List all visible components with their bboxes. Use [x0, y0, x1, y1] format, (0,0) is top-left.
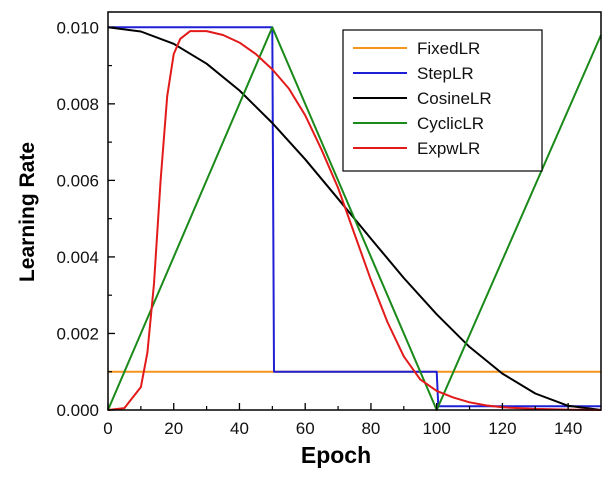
- y-tick-label: 0.010: [56, 18, 99, 37]
- y-tick-label: 0.000: [56, 401, 99, 420]
- series-line-expwlr: [107, 30, 602, 411]
- x-tick-label: 20: [164, 419, 183, 438]
- x-tick-label: 60: [296, 419, 315, 438]
- series-line-cycliclr: [107, 26, 602, 411]
- x-axis: 0 20 40 60 80 100 120 140: [103, 403, 582, 438]
- legend-label-cosinelr: CosineLR: [417, 89, 492, 108]
- x-tick-label: 0: [103, 419, 112, 438]
- x-tick-label: 140: [554, 419, 582, 438]
- series-line-steplr: [108, 26, 601, 408]
- x-tick-label: 120: [488, 419, 516, 438]
- legend-label-cycliclr: CyclicLR: [417, 114, 484, 133]
- x-tick-label: 80: [361, 419, 380, 438]
- legend: FixedLR StepLR CosineLR CyclicLR ExpwLR: [342, 29, 543, 172]
- y-axis: 0.000 0.002 0.004 0.006 0.008 0.010: [56, 18, 115, 420]
- y-tick-label: 0.008: [56, 95, 99, 114]
- x-tick-label: 100: [422, 419, 450, 438]
- legend-label-expwlr: ExpwLR: [417, 139, 480, 158]
- y-tick-label: 0.004: [56, 248, 99, 267]
- y-axis-title: Learning Rate: [16, 142, 39, 282]
- legend-label-fixedlr: FixedLR: [417, 39, 480, 58]
- x-tick-label: 40: [230, 419, 249, 438]
- legend-label-steplr: StepLR: [417, 64, 474, 83]
- y-tick-label: 0.002: [56, 324, 99, 343]
- plot-frame: [107, 11, 602, 411]
- x-axis-title: Epoch: [301, 442, 371, 468]
- plot-lines: [107, 26, 602, 411]
- y-tick-label: 0.006: [56, 171, 99, 190]
